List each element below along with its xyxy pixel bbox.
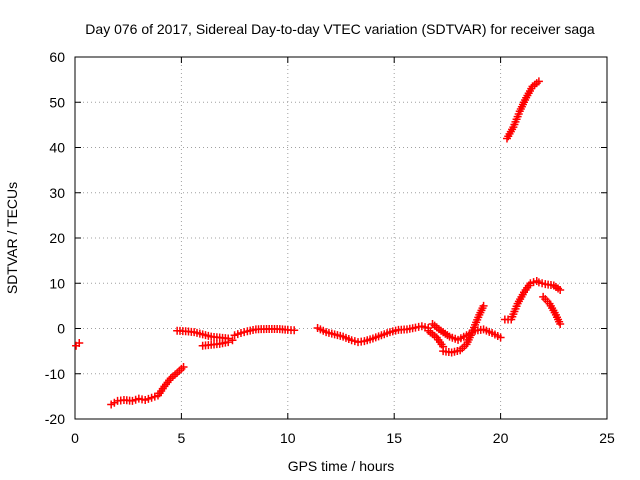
series-segment-seg-0 <box>72 338 84 350</box>
chart-title: Day 076 of 2017, Sidereal Day-to-day VTE… <box>85 21 595 37</box>
y-tick-label: -10 <box>45 366 65 382</box>
series-segment-seg-6 <box>424 326 448 351</box>
y-tick-label: 10 <box>49 275 65 291</box>
data-point <box>479 301 488 310</box>
series-segment-seg-10 <box>534 278 565 295</box>
y-tick-label: 40 <box>49 140 65 156</box>
x-tick-label: 5 <box>178 430 186 446</box>
data-point <box>556 286 565 295</box>
series-segment-seg-12 <box>502 77 543 143</box>
data-point <box>290 326 299 335</box>
x-axis-label: GPS time / hours <box>288 458 395 474</box>
data-point <box>179 362 188 371</box>
series-segment-seg-2 <box>173 326 233 343</box>
data-series <box>72 77 565 409</box>
x-tick-label: 20 <box>493 430 509 446</box>
y-tick-label: 60 <box>49 49 65 65</box>
series-segment-seg-11 <box>539 292 565 328</box>
data-point <box>224 338 233 347</box>
series-segment-seg-5 <box>313 322 433 347</box>
y-axis-ticks: -20 -10 0 10 20 30 40 50 60 <box>45 49 607 427</box>
x-tick-label: 15 <box>386 430 402 446</box>
series-segment-seg-3 <box>198 336 237 350</box>
grid <box>75 57 607 419</box>
x-tick-label: 0 <box>71 430 79 446</box>
y-tick-label: 20 <box>49 230 65 246</box>
x-axis-ticks: 0 5 10 15 20 25 <box>71 57 615 446</box>
series-segment-seg-1 <box>107 362 188 409</box>
data-point <box>75 338 84 347</box>
data-point <box>496 333 505 342</box>
data-point <box>228 336 237 345</box>
y-tick-label: 30 <box>49 185 65 201</box>
y-tick-label: -20 <box>45 411 65 427</box>
series-segment-seg-8 <box>439 301 488 357</box>
series-segment-seg-4 <box>230 324 299 340</box>
data-point <box>534 77 543 86</box>
data-point <box>556 319 565 328</box>
y-tick-label: 0 <box>57 321 65 337</box>
y-axis-label: SDTVAR / TECUs <box>4 182 20 294</box>
x-tick-label: 25 <box>599 430 615 446</box>
y-tick-label: 50 <box>49 94 65 110</box>
series-segment-seg-9 <box>500 276 541 324</box>
x-tick-label: 10 <box>280 430 296 446</box>
